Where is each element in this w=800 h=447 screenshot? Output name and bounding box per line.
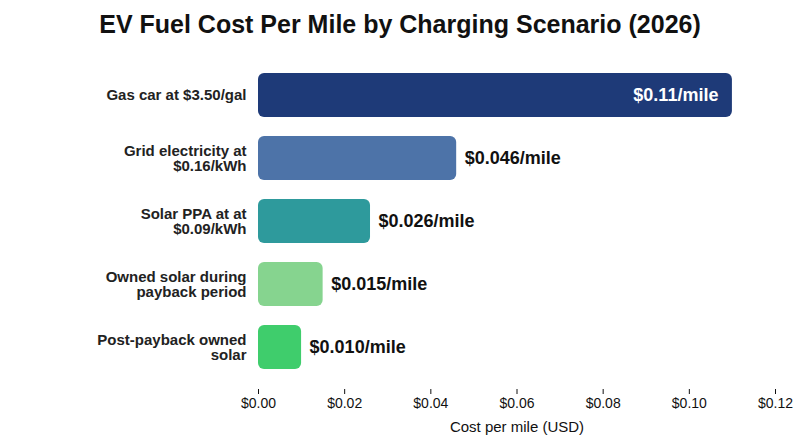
svg-text:$0.04: $0.04 [413,395,448,411]
svg-text:$0.10: $0.10 [672,395,707,411]
svg-text:$0.11/mile: $0.11/mile [633,85,718,105]
svg-text:$0.02: $0.02 [327,395,362,411]
svg-text:Grid electricity at$0.16/kWh: Grid electricity at$0.16/kWh [124,142,247,174]
html-text:EV Fuel Cost Per Mile by Charg: EV Fuel Cost Per Mile by Charging Scenar… [99,10,701,38]
svg-text:Cost per mile (USD): Cost per mile (USD) [450,418,584,435]
svg-text:$0.015/mile: $0.015/mile [331,274,427,294]
svg-text:$0.00: $0.00 [241,395,276,411]
svg-text:Solar PPA at at$0.09/kWh: Solar PPA at at$0.09/kWh [141,205,247,237]
svg-text:$0.12: $0.12 [758,395,793,411]
svg-text:$0.06: $0.06 [499,395,534,411]
svg-text:Owned solar duringpayback peri: Owned solar duringpayback period [106,268,247,300]
svg-text:$0.026/mile: $0.026/mile [379,211,475,231]
svg-text:$0.08: $0.08 [586,395,621,411]
svg-text:Post-payback ownedsolar: Post-payback ownedsolar [97,331,246,363]
svg-text:$0.010/mile: $0.010/mile [310,337,406,357]
svg-text:$0.046/mile: $0.046/mile [465,148,561,168]
svg-text:Gas car at $3.50/gal: Gas car at $3.50/gal [106,86,246,103]
